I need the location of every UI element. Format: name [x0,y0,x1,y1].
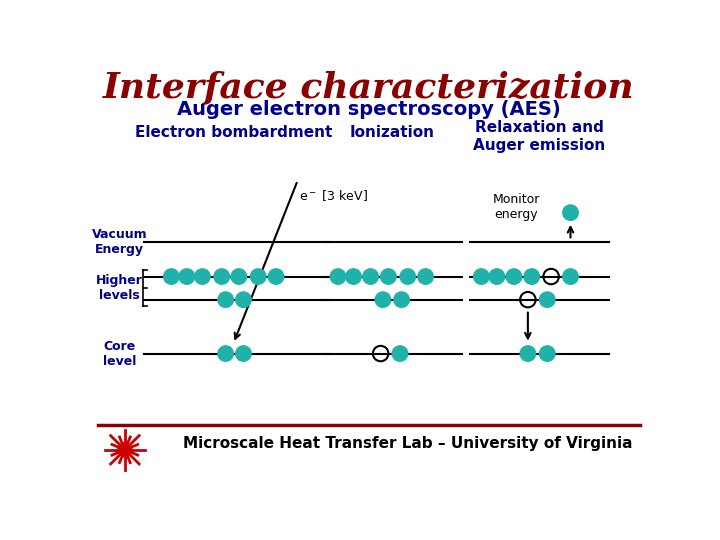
Circle shape [179,269,194,284]
Circle shape [231,269,246,284]
Circle shape [235,346,251,361]
Text: Core
level: Core level [103,340,136,368]
Circle shape [163,269,179,284]
Text: Monitor
energy: Monitor energy [492,193,540,221]
Circle shape [363,269,378,284]
Circle shape [539,346,555,361]
Circle shape [392,346,408,361]
Circle shape [330,269,346,284]
Text: Microscale Heat Transfer Lab – University of Virginia: Microscale Heat Transfer Lab – Universit… [183,436,632,451]
Text: Vacuum
Energy: Vacuum Energy [91,228,148,256]
Circle shape [346,269,361,284]
Circle shape [214,269,230,284]
Text: Ionization: Ionization [350,125,435,140]
Text: Higher
levels: Higher levels [96,274,143,302]
Circle shape [235,292,251,307]
Text: Electron bombardment: Electron bombardment [135,125,332,140]
Circle shape [563,269,578,284]
Text: Relaxation and
Auger emission: Relaxation and Auger emission [473,120,606,153]
Circle shape [400,269,415,284]
Circle shape [563,205,578,220]
Circle shape [218,292,233,307]
Circle shape [489,269,505,284]
Circle shape [418,269,433,284]
Circle shape [520,346,536,361]
Circle shape [375,292,391,307]
Circle shape [539,292,555,307]
Circle shape [381,269,396,284]
Circle shape [524,269,539,284]
Circle shape [251,269,266,284]
Text: e$^-$ [3 keV]: e$^-$ [3 keV] [300,188,368,203]
Text: Interface characterization: Interface characterization [103,71,635,105]
Text: Auger electron spectroscopy (AES): Auger electron spectroscopy (AES) [177,100,561,119]
Circle shape [269,269,284,284]
Circle shape [474,269,489,284]
Circle shape [218,346,233,361]
Circle shape [394,292,409,307]
Circle shape [194,269,210,284]
Circle shape [506,269,522,284]
Circle shape [118,443,132,457]
